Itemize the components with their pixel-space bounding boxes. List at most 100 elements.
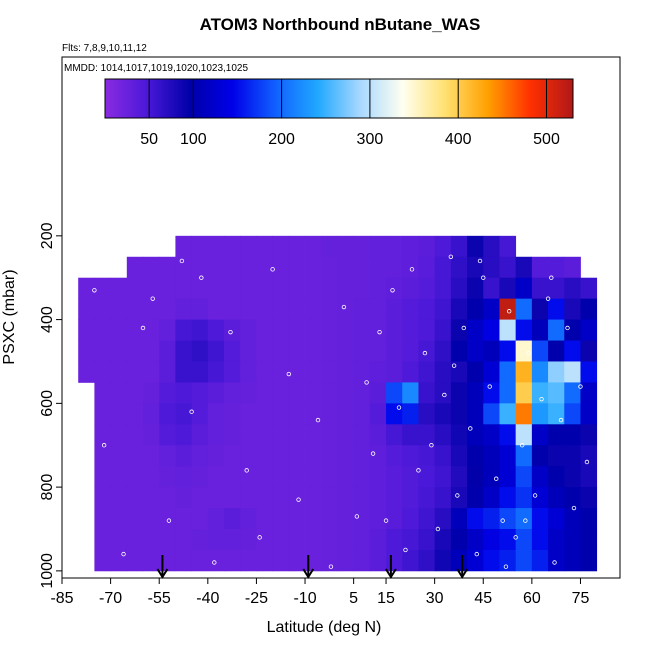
- sample-point: [487, 384, 492, 389]
- heatmap-cell: [418, 508, 436, 530]
- heatmap-cell: [450, 528, 468, 551]
- heatmap-cell: [126, 549, 144, 572]
- heatmap-cell: [126, 382, 144, 404]
- heatmap-cell: [418, 361, 436, 383]
- heatmap-cell: [224, 528, 241, 551]
- heatmap-cell: [531, 319, 549, 341]
- heatmap-cell: [175, 319, 193, 341]
- heatmap-cell: [288, 256, 306, 279]
- heatmap-cell: [564, 277, 581, 300]
- heatmap-cell: [159, 445, 176, 467]
- heatmap-cell: [159, 277, 176, 300]
- y-tick-label: 800: [39, 474, 56, 501]
- heatmap-cell: [564, 361, 581, 383]
- x-tick-label: -55: [148, 590, 171, 607]
- heatmap-cell: [110, 298, 128, 320]
- sample-point: [212, 560, 217, 565]
- heatmap-cell: [288, 445, 306, 467]
- heatmap-cell: [515, 466, 533, 488]
- heatmap-cell: [305, 235, 322, 258]
- sample-point: [565, 325, 570, 331]
- chart-title: ATOM3 Northbound nButane_WAS: [200, 15, 481, 34]
- heatmap-cell: [531, 487, 549, 509]
- heatmap-cell: [143, 549, 160, 572]
- y-axis-label: PSXC (mbar): [1, 269, 18, 364]
- sample-point: [532, 493, 538, 498]
- heatmap-cell: [224, 466, 241, 488]
- heatmap-cell: [386, 508, 403, 530]
- heatmap-cell: [143, 340, 160, 362]
- heatmap-cell: [564, 403, 581, 425]
- heatmap-cell: [402, 340, 419, 362]
- heatmap-cell: [240, 403, 257, 425]
- heatmap-cell: [483, 528, 500, 551]
- heatmap-cell: [450, 319, 468, 341]
- heatmap-cell: [515, 256, 533, 279]
- heatmap-cell: [548, 549, 565, 572]
- heatmap-cell: [240, 466, 257, 488]
- heatmap-cell: [256, 340, 274, 362]
- heatmap-cell: [175, 549, 193, 572]
- heatmap-cell: [483, 235, 500, 258]
- heatmap-cell: [143, 528, 160, 551]
- flight-marker: [156, 555, 169, 579]
- heatmap-cell: [531, 424, 549, 446]
- heatmap-cell: [224, 445, 241, 467]
- heatmap-cell: [353, 319, 371, 341]
- heatmap-cell: [548, 445, 565, 467]
- heatmap-cell: [159, 424, 176, 446]
- heatmap-cell: [467, 340, 484, 362]
- heatmap-cell: [94, 549, 112, 572]
- heatmap-cell: [94, 445, 112, 467]
- heatmap-cell: [272, 528, 290, 551]
- heatmap-cell: [126, 424, 144, 446]
- heatmap-cell: [224, 549, 241, 572]
- sample-point: [370, 451, 376, 456]
- heatmap-cell: [207, 235, 225, 258]
- sample-point: [199, 275, 204, 280]
- heatmap-cell: [369, 466, 387, 488]
- heatmap-cell: [515, 424, 533, 446]
- heatmap-cell: [110, 382, 128, 404]
- heatmap-cell: [159, 403, 176, 425]
- heatmap-cell: [353, 466, 371, 488]
- heatmap-cell: [207, 508, 225, 530]
- heatmap-cell: [240, 361, 257, 383]
- heatmap-cell: [353, 424, 371, 446]
- heatmap-cell: [548, 382, 565, 404]
- heatmap-cell: [272, 508, 290, 530]
- heatmap-cell: [369, 277, 387, 300]
- sample-point: [549, 275, 554, 280]
- arrow-head: [385, 568, 397, 579]
- sample-point: [390, 288, 395, 293]
- sample-point: [341, 304, 347, 310]
- heatmap-cell: [159, 508, 176, 530]
- heatmap-cell: [515, 549, 533, 572]
- heatmap-cell: [450, 298, 468, 320]
- heatmap-cell: [418, 235, 436, 258]
- heatmap-cell: [126, 277, 144, 300]
- heatmap-cell: [418, 382, 436, 404]
- heatmap-cell: [531, 256, 549, 279]
- sample-point: [383, 518, 389, 523]
- colorbar-tick-label: 400: [445, 131, 472, 148]
- heatmap-cell: [256, 319, 274, 341]
- heatmap-cell: [402, 445, 419, 467]
- sample-point: [503, 564, 509, 569]
- heatmap-cell: [499, 424, 517, 446]
- heatmap-cell: [159, 340, 176, 362]
- heatmap-cell: [224, 319, 241, 341]
- heatmap-cell: [369, 256, 387, 279]
- heatmap-cell: [531, 508, 549, 530]
- heatmap-cell: [564, 549, 581, 572]
- heatmap-cell: [305, 361, 322, 383]
- heatmap-cell: [450, 508, 468, 530]
- heatmap-cell: [337, 487, 355, 509]
- heatmap-cell: [110, 487, 128, 509]
- heatmap-cell: [288, 298, 306, 320]
- heatmap-cell: [369, 298, 387, 320]
- heatmap-cell: [499, 508, 517, 530]
- heatmap-cell: [353, 235, 371, 258]
- heatmap-cell: [110, 549, 128, 572]
- heatmap-cell: [143, 403, 160, 425]
